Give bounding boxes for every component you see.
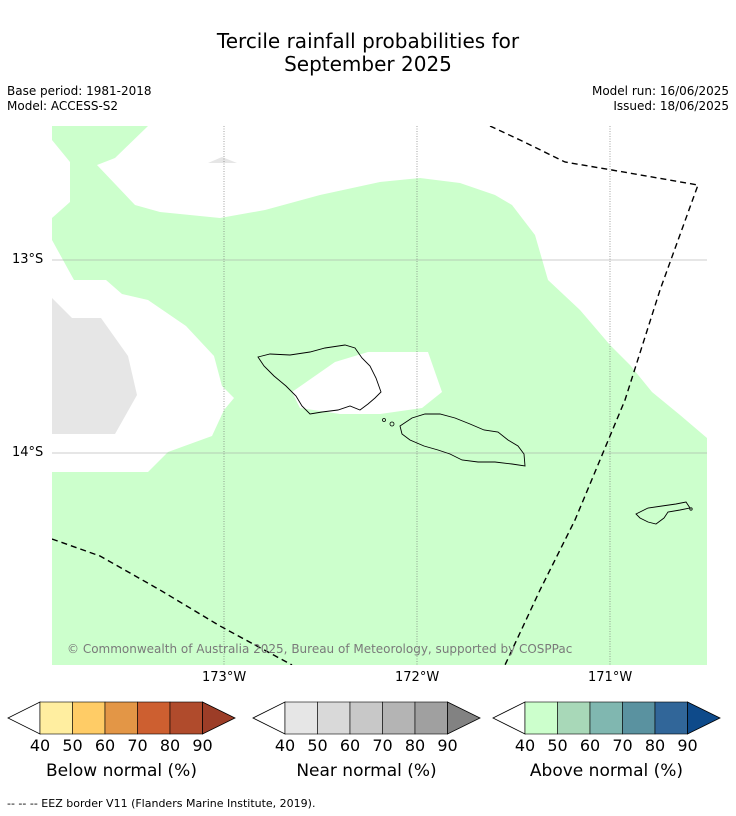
near-normal-swatch: [317, 701, 351, 735]
title-line-2: September 2025: [284, 52, 452, 76]
island-aunuu: [689, 507, 693, 511]
near-normal-swatch: [414, 701, 448, 735]
above-tick: 60: [579, 736, 601, 755]
eez-border-east: [489, 126, 699, 665]
below-normal-swatch: [137, 701, 171, 735]
near-tick: 70: [372, 736, 393, 755]
above-normal-arrow-high: [687, 701, 721, 735]
eez-border-southwest: [52, 538, 293, 665]
near-tick: 90: [437, 736, 458, 755]
below-tick: 90: [192, 736, 213, 755]
white-region-corner: [52, 126, 70, 218]
above-normal-swatch: [589, 701, 623, 735]
lat-label-14s: 14°S: [12, 445, 44, 460]
below-tick: 80: [159, 736, 181, 755]
near-tick: 50: [307, 736, 328, 755]
lon-label-173w: 173°W: [202, 670, 247, 685]
meta-left: Base period: 1981-2018 Model: ACCESS-S2: [7, 84, 152, 114]
below-normal-swatch: [169, 701, 203, 735]
island-savaii: [257, 344, 382, 415]
white-region-central: [292, 352, 442, 414]
near-tick: 60: [339, 736, 361, 755]
above-tick: 90: [677, 736, 698, 755]
near-normal-region: [52, 298, 137, 434]
title-line-1: Tercile rainfall probabilities for: [216, 29, 520, 53]
below-tick: 40: [29, 736, 51, 755]
meta-right: Model run: 16/06/2025 Issued: 18/06/2025: [592, 84, 729, 114]
lon-label-172w: 172°W: [395, 670, 440, 685]
below-tick: 60: [94, 736, 116, 755]
legend-title-below: Below normal (%): [46, 761, 197, 781]
island-apolima: [389, 421, 395, 427]
below-tick: 50: [62, 736, 83, 755]
below-normal-swatch: [104, 701, 138, 735]
island-tutuila: [635, 501, 691, 525]
below-tick: 70: [127, 736, 148, 755]
below-normal-swatch: [72, 701, 106, 735]
model-run: Model run: 16/06/2025: [591, 84, 729, 98]
island-manono: [382, 418, 386, 422]
map-area: © Commonwealth of Australia 2025, Bureau…: [52, 126, 707, 665]
near-normal-arrow-high: [447, 701, 481, 735]
lat-label-13s: 13°S: [12, 252, 44, 267]
above-normal-swatch: [557, 701, 591, 735]
near-normal-arrow-low: [252, 701, 286, 735]
base-period: Base period: 1981-2018: [7, 84, 152, 98]
map-title: Tercile rainfall probabilities for Septe…: [0, 30, 736, 76]
below-normal-swatch: [39, 701, 73, 735]
above-normal-swatch: [524, 701, 558, 735]
legend-title-near: Near normal (%): [296, 761, 437, 781]
lon-label-171w: 171°W: [588, 670, 633, 685]
near-normal-small: [208, 157, 237, 163]
near-normal-swatch: [284, 701, 318, 735]
legend-below-normal: [7, 701, 236, 735]
near-tick: 80: [404, 736, 426, 755]
above-tick: 80: [644, 736, 666, 755]
above-normal-arrow-low: [492, 701, 526, 735]
island-upolu: [399, 413, 526, 467]
legend-near-normal: [252, 701, 481, 735]
above-normal-swatch: [654, 701, 688, 735]
below-normal-arrow-high: [202, 701, 236, 735]
above-tick: 70: [612, 736, 633, 755]
above-tick: 40: [514, 736, 536, 755]
near-normal-swatch: [349, 701, 383, 735]
issued-date: Issued: 18/06/2025: [613, 99, 729, 113]
white-region-north: [97, 126, 707, 438]
copyright-text: © Commonwealth of Australia 2025, Bureau…: [67, 642, 572, 656]
near-tick: 40: [274, 736, 296, 755]
model-name: Model: ACCESS-S2: [7, 99, 119, 113]
legend-title-above: Above normal (%): [529, 761, 684, 781]
above-tick: 50: [547, 736, 568, 755]
eez-footnote: -- -- -- EEZ border V11 (Flanders Marine…: [7, 797, 316, 810]
below-normal-arrow-low: [7, 701, 41, 735]
above-normal-swatch: [622, 701, 656, 735]
near-normal-swatch: [382, 701, 416, 735]
legend-above-normal: [492, 701, 721, 735]
